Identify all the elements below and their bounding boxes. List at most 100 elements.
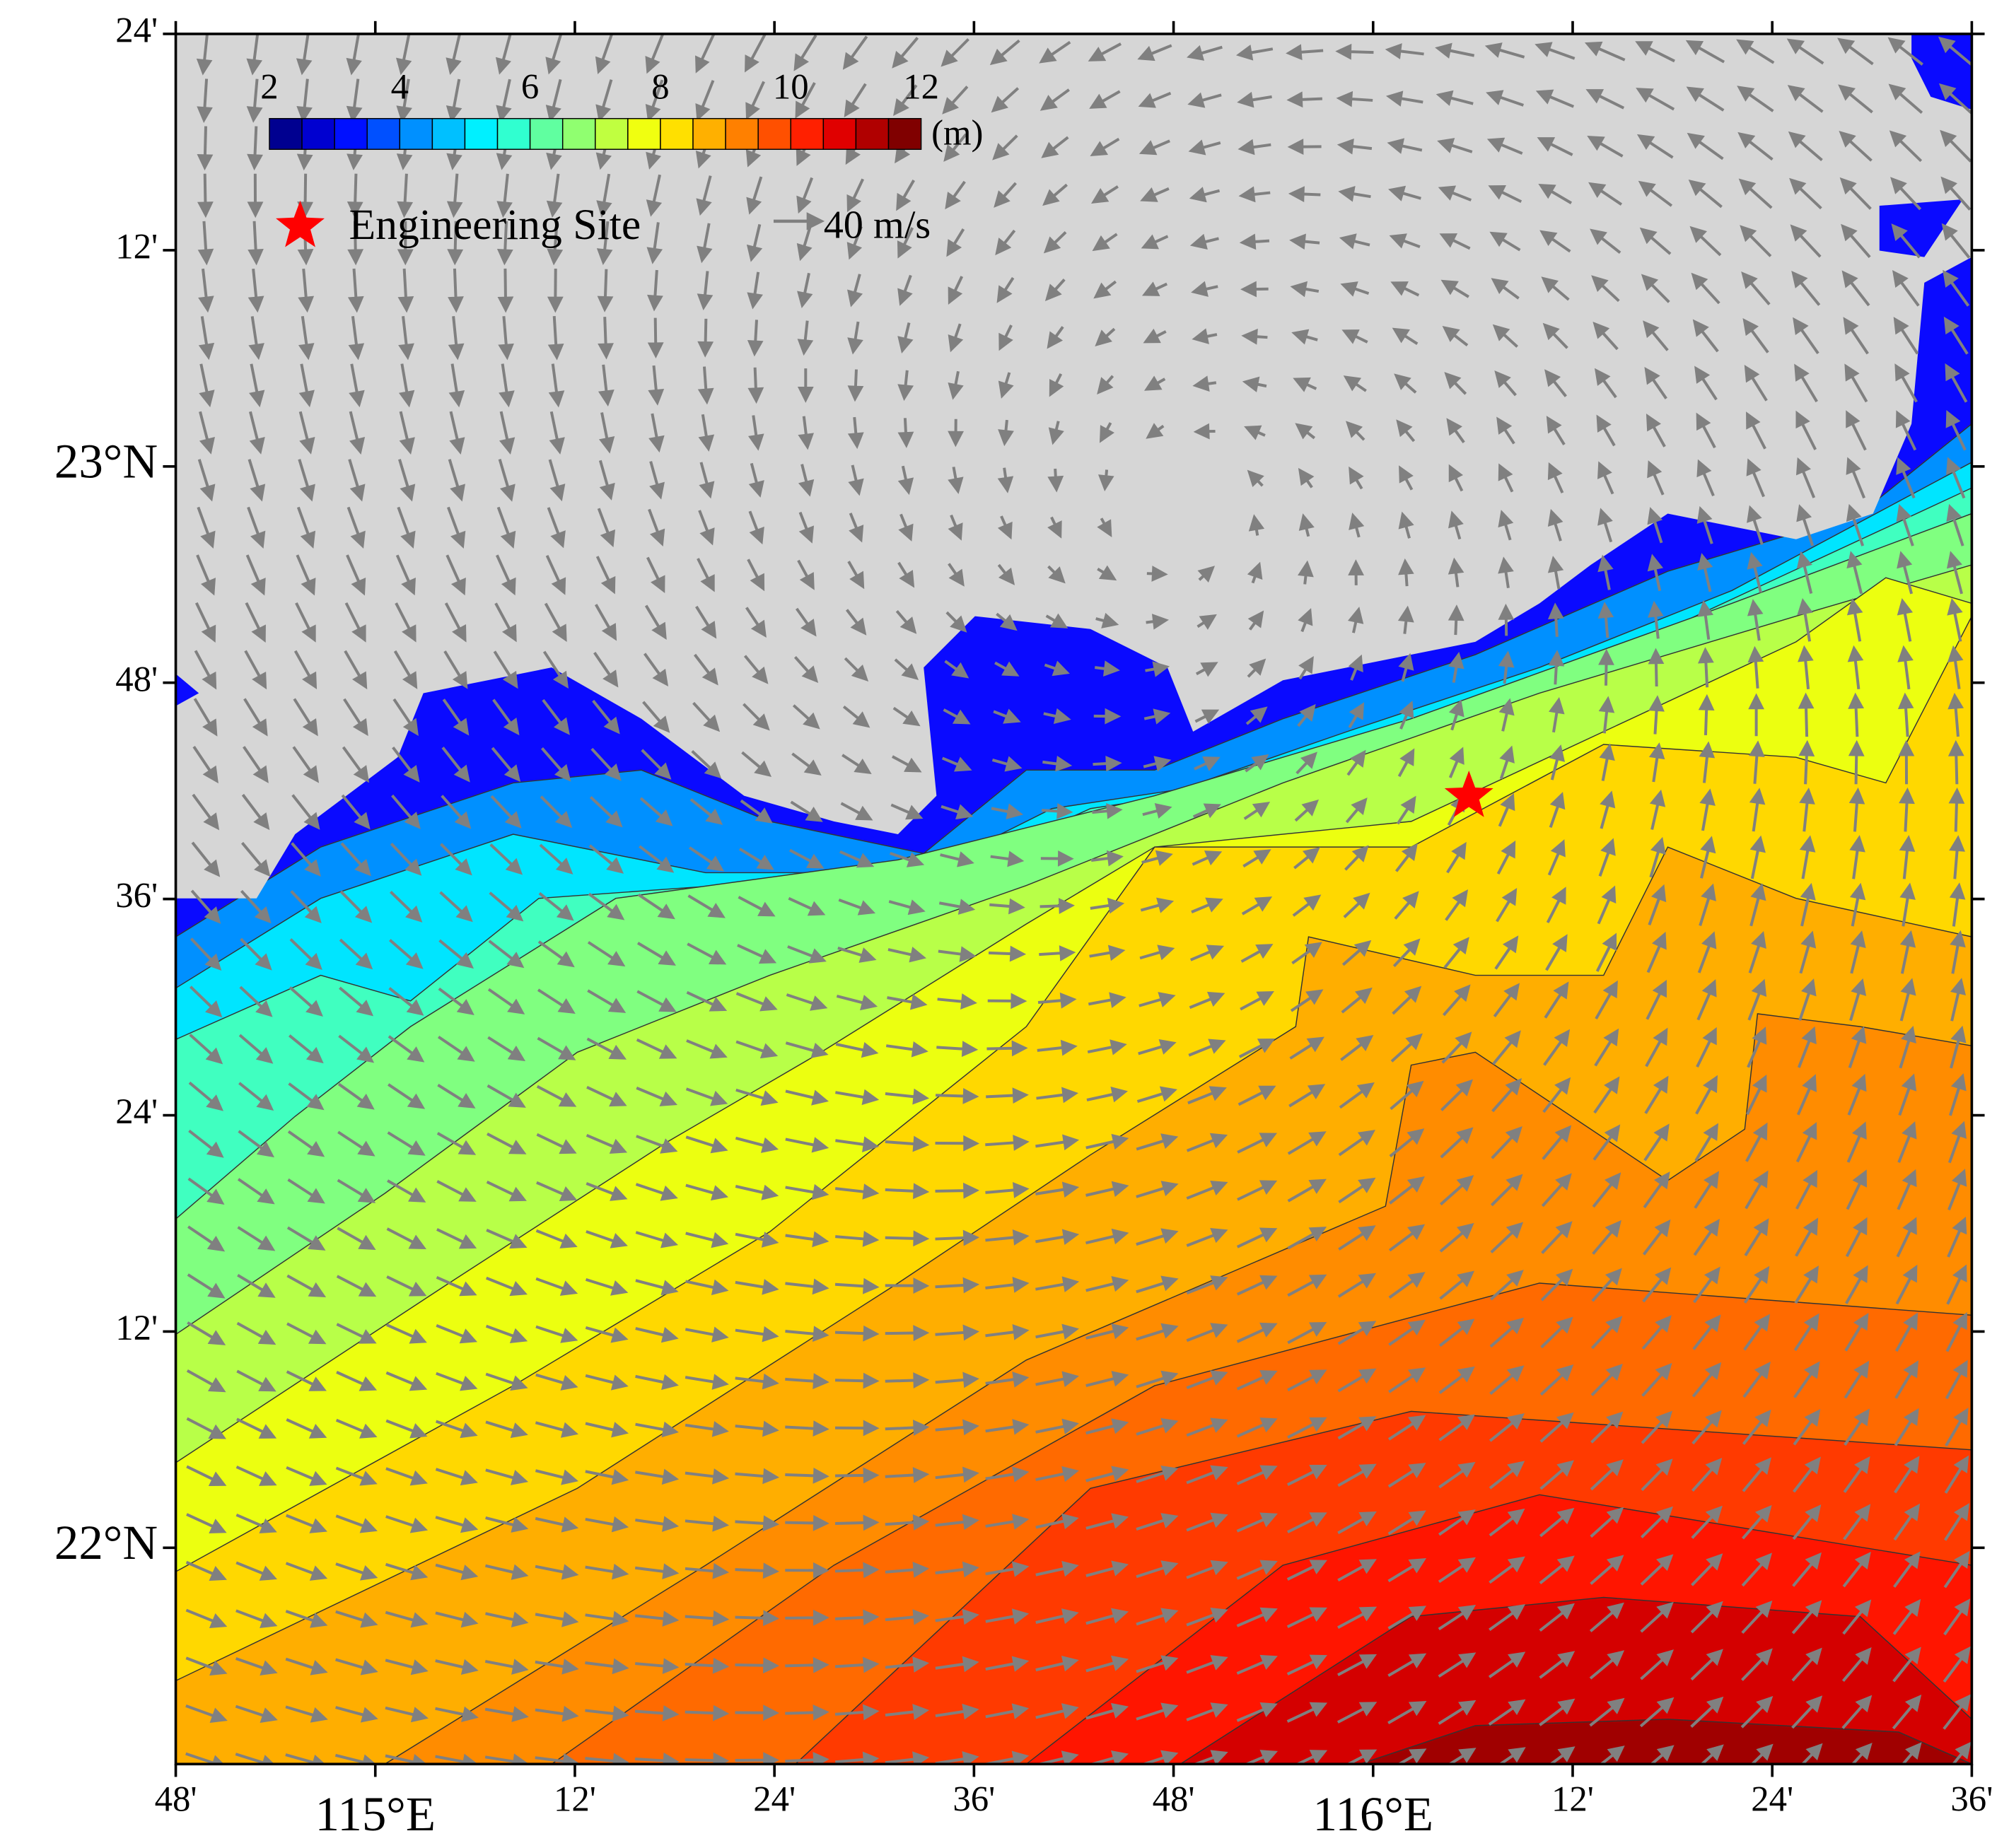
wind-arrow <box>1136 1133 1179 1151</box>
wind-arrow <box>1595 932 1617 972</box>
wind-arrow <box>1499 745 1515 780</box>
wind-arrow <box>985 1608 1030 1625</box>
colorbar-swatch <box>561 117 596 150</box>
wind-arrow <box>1950 1025 1967 1069</box>
wind-arrow <box>849 513 864 543</box>
wind-arrow <box>1138 91 1172 108</box>
wind-arrow <box>1791 271 1821 306</box>
wind-arrow <box>585 1374 629 1391</box>
wind-arrow <box>1747 551 1763 593</box>
wind-arrow <box>988 945 1027 962</box>
wind-arrow <box>547 315 564 361</box>
wind-arrow <box>388 1083 426 1109</box>
wind-arrow <box>1787 85 1824 113</box>
wind-arrow <box>935 1608 979 1625</box>
wind-arrow <box>797 559 815 590</box>
wind-arrow <box>985 1229 1030 1246</box>
wind-arrow <box>1949 882 1966 927</box>
wind-arrow <box>895 610 917 634</box>
wind-arrow <box>1588 182 1623 206</box>
wind-arrow <box>846 178 865 213</box>
wind-arrow <box>349 411 366 455</box>
wind-arrow <box>1238 1038 1276 1058</box>
wind-arrow <box>436 1372 478 1391</box>
wind-arrow <box>1348 654 1363 681</box>
wind-arrow <box>941 37 969 67</box>
wind-arrow <box>938 946 977 962</box>
wind-arrow <box>585 1516 629 1533</box>
wind-arrow <box>1697 600 1714 640</box>
wind-arrow <box>897 227 914 259</box>
wind-arrow <box>1492 1030 1521 1065</box>
wind-arrow <box>1187 1086 1227 1105</box>
y-tick-label: 36' <box>115 875 158 915</box>
wind-arrow <box>285 1705 328 1723</box>
wind-arrow <box>1945 1312 1967 1352</box>
wind-arrow <box>1339 233 1370 250</box>
wind-arrow <box>342 746 370 783</box>
wind-arrow <box>1841 270 1870 307</box>
wind-arrow <box>1035 1371 1079 1388</box>
wind-arrow <box>387 1179 426 1203</box>
wind-arrow <box>187 1225 226 1252</box>
wind-arrow <box>540 747 571 782</box>
wind-arrow <box>485 1324 528 1344</box>
wind-arrow <box>1849 882 1866 927</box>
wind-arrow <box>1041 136 1069 158</box>
wind-arrow <box>1649 789 1666 830</box>
wind-arrow <box>634 1610 680 1627</box>
wind-arrow <box>1535 42 1576 60</box>
wind-arrow <box>293 698 318 737</box>
wind-arrow <box>1492 324 1518 348</box>
wind-arrow <box>1484 42 1525 59</box>
wind-arrow <box>239 986 273 1017</box>
wind-arrow <box>1287 1417 1327 1439</box>
wind-arrow <box>594 604 617 641</box>
wind-arrow <box>1498 463 1514 493</box>
wind-arrow <box>1085 1323 1129 1340</box>
wind-arrow <box>1287 1512 1327 1533</box>
wind-arrow <box>835 1751 880 1765</box>
wind-arrow <box>585 1705 629 1722</box>
wind-arrow <box>646 222 663 264</box>
wind-arrow <box>1298 608 1313 633</box>
wind-arrow <box>948 419 964 448</box>
wind-arrow <box>1439 1318 1475 1347</box>
wind-arrow <box>1541 1221 1573 1254</box>
wind-arrow <box>1439 1175 1474 1206</box>
wind-arrow <box>1800 882 1816 927</box>
wind-arrow <box>1839 177 1872 210</box>
wind-arrow <box>1798 645 1814 690</box>
x-tick-label: 116°E <box>1313 1787 1434 1841</box>
wind-arrow <box>398 459 416 502</box>
wind-arrow <box>1539 1412 1574 1443</box>
wind-arrow <box>598 412 615 454</box>
wind-arrow <box>1590 1507 1624 1538</box>
wind-arrow <box>842 754 872 775</box>
wind-arrow <box>1088 992 1126 1008</box>
wind-arrow <box>985 1703 1030 1719</box>
wind-arrow <box>491 747 521 782</box>
wind-arrow <box>298 315 315 361</box>
wind-arrow <box>1337 1702 1378 1724</box>
wind-arrow <box>1035 1323 1079 1340</box>
wind-arrow <box>1192 803 1221 819</box>
wind-arrow <box>1848 1026 1867 1069</box>
wind-arrow <box>735 1562 780 1579</box>
wind-arrow <box>1387 1557 1427 1583</box>
wind-arrow <box>441 747 470 783</box>
wind-arrow <box>1542 322 1568 349</box>
wind-arrow <box>1699 741 1716 783</box>
wind-arrow <box>1844 363 1868 403</box>
wind-arrow <box>1844 1408 1870 1446</box>
wind-arrow <box>438 939 474 969</box>
land <box>175 33 1972 899</box>
wind-arrow <box>385 1610 429 1628</box>
wind-arrow <box>484 1706 529 1722</box>
wind-arrow <box>785 1514 829 1531</box>
wind-arrow <box>1600 790 1616 829</box>
wind-arrow <box>535 1516 579 1533</box>
wind-arrow <box>588 892 625 920</box>
wind-arrow <box>197 126 214 171</box>
wind-arrow <box>1087 1750 1129 1765</box>
